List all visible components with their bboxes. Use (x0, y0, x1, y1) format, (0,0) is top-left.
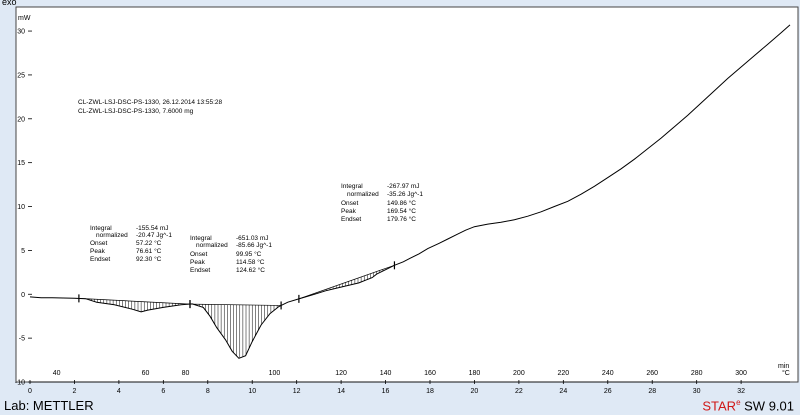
x-axis-unit-degc: °C (782, 369, 790, 377)
annotation-key: Integral (341, 183, 363, 190)
annotation-key: Peak (341, 208, 357, 215)
temperature-tick-label: 60 (142, 370, 150, 377)
x-tick-label: 16 (382, 388, 390, 395)
software-name: STAR (702, 398, 737, 414)
annotation-key: Endset (90, 256, 110, 263)
temperature-tick-label: 240 (602, 370, 614, 377)
annotation-key: normalized (347, 191, 379, 198)
x-tick-label: 14 (337, 388, 345, 395)
annotation-key: Onset (190, 251, 208, 258)
x-tick-label: 28 (648, 388, 656, 395)
x-tick-label: 6 (161, 388, 165, 395)
peak-annotation-3: Integral -267.97 mJ normalized -35.26 Jg… (341, 183, 423, 223)
annotation-value: -35.26 Jg^-1 (387, 191, 423, 198)
annotation-value: -85.66 Jg^-1 (236, 242, 272, 249)
baseline-line (298, 264, 395, 300)
x-tick-label: 8 (206, 388, 210, 395)
sample-info-line: CL-ZWL-LSJ-DSC-PS-1330, 7.6000 mg (78, 108, 194, 115)
annotation-value: 179.76 °C (387, 215, 416, 223)
temperature-tick-label: 180 (469, 370, 481, 377)
annotation-value: -155.54 mJ (136, 225, 169, 232)
x-tick-label: 10 (248, 388, 256, 395)
y-tick-label: 30 (17, 29, 25, 36)
x-axis-unit-min: min (778, 363, 789, 370)
annotation-key: Integral (90, 225, 112, 232)
annotation-value: 114.58 °C (236, 258, 265, 266)
sample-info: CL-ZWL-LSJ-DSC-PS-1330, 26.12.2014 13:55… (78, 99, 223, 115)
annotation-key: Peak (90, 248, 106, 255)
annotation-value: 169.54 °C (387, 207, 416, 215)
temperature-tick-label: 280 (691, 370, 703, 377)
x-tick-label: 24 (559, 388, 567, 395)
software-mark: e (736, 398, 741, 407)
x-axis-minutes: 0 2 4 6 8 10 12 14 16 18 20 22 24 26 28 30 32 (28, 380, 790, 395)
peak-annotation-1: Integral -155.54 mJ normalized -20.47 Jg… (90, 225, 172, 263)
temperature-tick-label: 220 (557, 370, 569, 377)
annotation-value: 99.95 °C (236, 250, 262, 258)
annotation-key: normalized (96, 232, 128, 239)
x-tick-label: 18 (426, 388, 434, 395)
software-version: STARe SW 9.01 (702, 398, 794, 413)
temperature-tick-label: 140 (380, 370, 392, 377)
peak-annotation-2: Integral -651.03 mJ normalized -85.66 Jg… (190, 235, 272, 274)
y-tick-label: 25 (17, 72, 25, 79)
annotation-key: Endset (190, 267, 210, 274)
lab-label: Lab: METTLER (4, 398, 94, 413)
temperature-axis: 40 60 80 100 120 140 160 180 200 220 240 260 280 300 (53, 370, 747, 377)
baseline-line (189, 303, 282, 306)
temperature-tick-label: 260 (646, 370, 658, 377)
temperature-tick-label: 300 (735, 370, 747, 377)
x-tick-label: 2 (72, 388, 76, 395)
temperature-tick-label: 80 (182, 370, 190, 377)
x-tick-label: 4 (117, 388, 121, 395)
x-tick-label: 20 (471, 388, 479, 395)
y-axis: -10 -5 0 5 10 15 20 25 30 (15, 29, 32, 387)
temperature-tick-label: 200 (513, 370, 525, 377)
y-tick-label: -10 (15, 380, 25, 387)
annotation-key: Integral (190, 235, 212, 242)
y-tick-label: 15 (17, 160, 25, 167)
y-tick-label: 10 (17, 204, 25, 211)
x-tick-label: 26 (604, 388, 612, 395)
annotation-value: 76.61 °C (136, 247, 162, 255)
annotation-value: -267.97 mJ (387, 183, 420, 190)
annotation-key: Onset (90, 240, 108, 247)
annotation-value: 57.22 °C (136, 239, 162, 247)
peak-hatching (78, 261, 396, 358)
dsc-curve (29, 24, 791, 359)
x-tick-label: 32 (737, 388, 745, 395)
y-tick-label: -5 (19, 336, 25, 343)
software-version-number: SW 9.01 (744, 398, 794, 414)
temperature-tick-label: 100 (269, 370, 281, 377)
x-tick-label: 22 (515, 388, 523, 395)
annotation-key: normalized (196, 242, 228, 249)
y-tick-label: 20 (17, 116, 25, 123)
annotation-value: -651.03 mJ (236, 235, 269, 242)
plot-frame (15, 6, 799, 383)
x-tick-label: 30 (693, 388, 701, 395)
annotation-value: 92.30 °C (136, 255, 162, 263)
annotation-value: 124.62 °C (236, 266, 265, 274)
annotation-key: Peak (190, 259, 206, 266)
exo-label: exo (2, 0, 17, 7)
series-group (29, 24, 791, 359)
annotation-key: Onset (341, 200, 359, 207)
x-tick-label: 0 (28, 388, 32, 395)
temperature-tick-label: 160 (424, 370, 436, 377)
annotation-value: -20.47 Jg^-1 (136, 232, 172, 239)
y-tick-label: 0 (21, 292, 25, 299)
temperature-tick-label: 120 (335, 370, 347, 377)
y-axis-unit-label: mW (18, 15, 31, 22)
sample-info-line: CL-ZWL-LSJ-DSC-PS-1330, 26.12.2014 13:55… (78, 99, 223, 106)
annotation-key: Endset (341, 216, 361, 223)
y-tick-label: 5 (21, 248, 25, 255)
x-tick-label: 12 (293, 388, 301, 395)
annotation-value: 149.86 °C (387, 199, 416, 207)
temperature-tick-label: 40 (53, 370, 61, 377)
baseline-line (78, 298, 191, 305)
